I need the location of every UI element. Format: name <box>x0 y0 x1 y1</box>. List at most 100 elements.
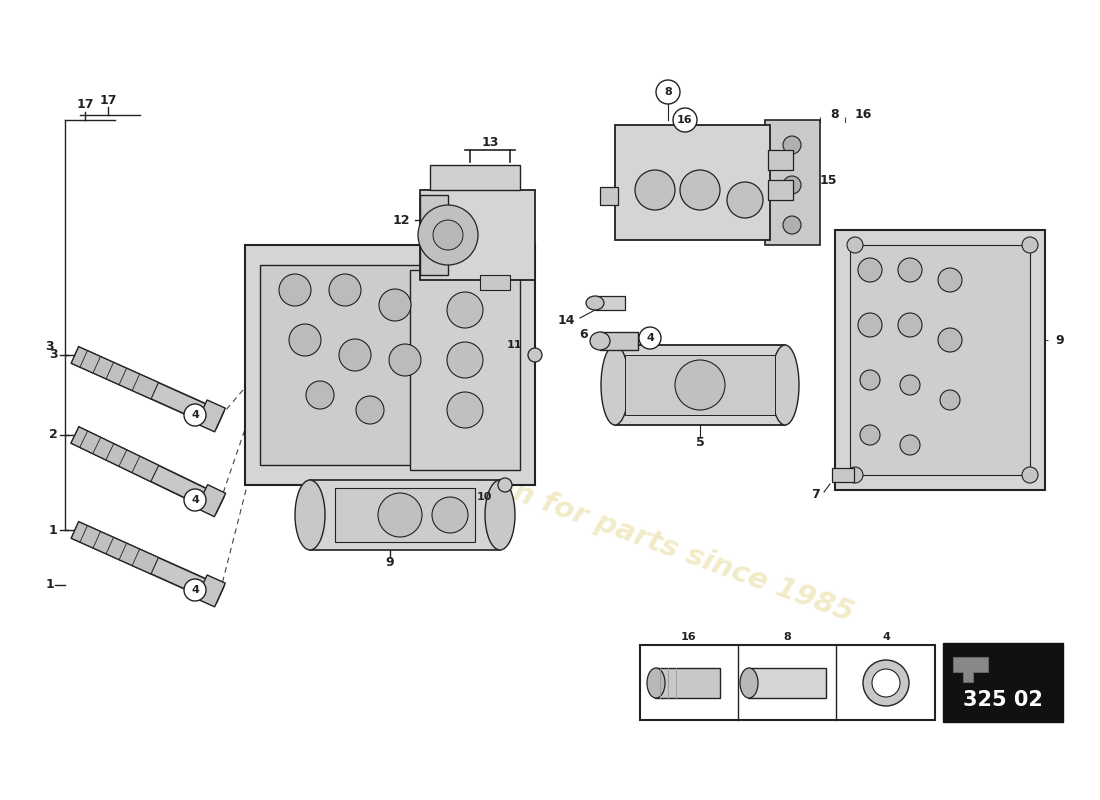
Text: 15: 15 <box>820 174 837 186</box>
Text: 8: 8 <box>783 632 791 642</box>
Circle shape <box>184 579 206 601</box>
Bar <box>615 125 770 240</box>
Circle shape <box>938 268 962 292</box>
Text: 8: 8 <box>664 87 672 97</box>
Circle shape <box>860 370 880 390</box>
Polygon shape <box>197 400 226 432</box>
Circle shape <box>656 80 680 104</box>
Circle shape <box>858 313 882 337</box>
Text: 1: 1 <box>45 578 54 591</box>
Circle shape <box>940 390 960 410</box>
Bar <box>600 332 638 350</box>
Ellipse shape <box>485 480 515 550</box>
Circle shape <box>1022 237 1038 253</box>
Bar <box>420 190 535 280</box>
Ellipse shape <box>740 668 758 698</box>
Bar <box>640 645 935 720</box>
Text: 3: 3 <box>46 341 54 354</box>
Bar <box>748 668 826 698</box>
Circle shape <box>329 274 361 306</box>
Polygon shape <box>72 522 158 574</box>
Polygon shape <box>72 427 158 482</box>
Circle shape <box>639 327 661 349</box>
Circle shape <box>673 108 697 132</box>
Text: 12: 12 <box>393 214 410 226</box>
Text: 7: 7 <box>812 489 820 502</box>
Bar <box>615 345 785 425</box>
Text: 6: 6 <box>580 329 588 342</box>
Text: 16: 16 <box>681 632 696 642</box>
Circle shape <box>447 292 483 328</box>
Polygon shape <box>72 346 158 399</box>
Circle shape <box>433 220 463 250</box>
Circle shape <box>872 669 900 697</box>
Circle shape <box>447 342 483 378</box>
Bar <box>768 150 793 170</box>
Bar <box>310 480 500 550</box>
Ellipse shape <box>590 332 610 350</box>
Circle shape <box>447 392 483 428</box>
Text: 4: 4 <box>882 632 890 642</box>
Polygon shape <box>953 657 988 682</box>
Bar <box>943 643 1063 722</box>
Bar <box>245 245 535 485</box>
Circle shape <box>528 348 542 362</box>
Circle shape <box>1022 467 1038 483</box>
Circle shape <box>356 396 384 424</box>
Text: 10: 10 <box>476 492 492 502</box>
Text: a passion for parts since 1985: a passion for parts since 1985 <box>383 432 858 628</box>
Bar <box>480 275 510 290</box>
Text: 3: 3 <box>48 349 57 362</box>
Circle shape <box>898 258 922 282</box>
Text: 1: 1 <box>48 523 57 537</box>
Ellipse shape <box>647 668 666 698</box>
Bar <box>410 270 520 470</box>
Text: 16: 16 <box>855 107 872 121</box>
Bar <box>595 296 625 310</box>
Circle shape <box>418 205 478 265</box>
Circle shape <box>680 170 720 210</box>
Circle shape <box>498 478 512 492</box>
Circle shape <box>306 381 334 409</box>
Text: 4: 4 <box>191 495 199 505</box>
Circle shape <box>864 660 909 706</box>
Text: 16: 16 <box>678 115 693 125</box>
Text: 4: 4 <box>646 333 653 343</box>
Circle shape <box>289 324 321 356</box>
Circle shape <box>783 216 801 234</box>
Circle shape <box>635 170 675 210</box>
Circle shape <box>900 435 920 455</box>
Circle shape <box>847 467 864 483</box>
Text: 4: 4 <box>191 585 199 595</box>
Bar <box>430 165 520 190</box>
Bar <box>260 265 460 465</box>
Text: 11: 11 <box>506 340 522 350</box>
Circle shape <box>860 425 880 445</box>
Circle shape <box>339 339 371 371</box>
Bar <box>600 187 618 205</box>
Circle shape <box>379 289 411 321</box>
Polygon shape <box>196 485 225 517</box>
Circle shape <box>847 237 864 253</box>
Text: 2: 2 <box>48 429 57 442</box>
Circle shape <box>389 344 421 376</box>
Circle shape <box>938 328 962 352</box>
Bar <box>336 488 475 542</box>
Bar <box>835 230 1045 490</box>
Text: 17: 17 <box>99 94 117 106</box>
Bar <box>625 355 776 415</box>
Bar <box>832 468 854 482</box>
Text: 4: 4 <box>191 410 199 420</box>
Ellipse shape <box>601 345 629 425</box>
Circle shape <box>184 404 206 426</box>
Text: 13: 13 <box>482 135 498 149</box>
Bar <box>764 120 820 245</box>
Circle shape <box>900 375 920 395</box>
Circle shape <box>898 313 922 337</box>
Text: 9: 9 <box>1055 334 1064 346</box>
Text: 9: 9 <box>386 557 394 570</box>
Ellipse shape <box>295 480 324 550</box>
Bar <box>768 180 793 200</box>
Bar <box>654 668 720 698</box>
Bar <box>420 195 448 275</box>
